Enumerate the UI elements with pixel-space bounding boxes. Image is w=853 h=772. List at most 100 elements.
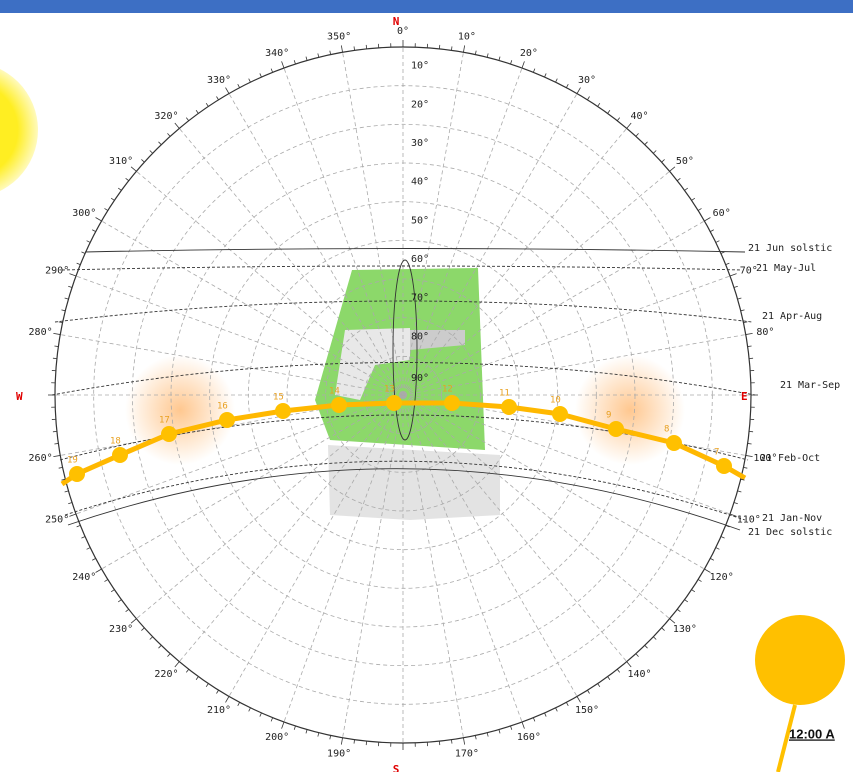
tick (691, 589, 696, 593)
hour-point (161, 426, 177, 442)
tick (353, 46, 355, 51)
date-line-label: 21 May-Jul (756, 263, 816, 274)
azimuth-label: 230° (109, 624, 133, 635)
tick (653, 636, 657, 640)
tick (58, 321, 63, 324)
altitude-label: 70° (411, 293, 429, 304)
tick (125, 608, 130, 613)
tick (704, 217, 711, 222)
tick (597, 683, 601, 688)
tick (110, 589, 115, 593)
tick (167, 653, 171, 657)
tick (216, 96, 219, 101)
tick (81, 251, 86, 254)
azimuth-label: 210° (207, 705, 231, 716)
hour-point (444, 395, 460, 411)
azimuth-label: 250° (45, 514, 69, 525)
tick (54, 443, 59, 445)
tick (340, 45, 343, 53)
sun-ray (776, 704, 797, 772)
azimuth-label: 50° (676, 156, 694, 167)
hour-label: 7 (714, 448, 719, 458)
tick (53, 455, 61, 458)
azimuth-label: 30° (578, 75, 596, 86)
altitude-label: 20° (411, 99, 429, 110)
azimuth-line (402, 394, 578, 697)
azimuth-label: 190° (327, 748, 351, 759)
tick (61, 478, 66, 481)
tick (68, 502, 73, 505)
tick (498, 56, 501, 61)
azimuth-line (402, 334, 746, 396)
tick (676, 608, 681, 613)
tick (451, 46, 453, 51)
tick (248, 78, 251, 83)
hour-point (275, 403, 291, 419)
azimuth-line (228, 394, 404, 697)
azimuth-label: 120° (710, 572, 734, 583)
tick (635, 653, 639, 657)
tick (95, 217, 102, 222)
tick (715, 547, 720, 550)
compass-label: N (393, 15, 400, 28)
azimuth-line (179, 394, 404, 662)
azimuth-line (402, 52, 464, 396)
tick (725, 262, 730, 266)
tick (740, 309, 745, 312)
tick (521, 721, 525, 729)
sun-icon (0, 68, 38, 192)
azimuth-line (228, 93, 404, 396)
hour-point (331, 397, 347, 413)
date-line-label: 21 Feb-Oct (760, 453, 820, 464)
tick (195, 676, 199, 681)
tick (644, 141, 648, 145)
tick (185, 117, 190, 122)
tick (676, 177, 681, 182)
azimuth-label: 170° (455, 748, 479, 759)
hour-label: 9 (606, 411, 611, 421)
tick (69, 513, 77, 517)
hour-label: 19 (67, 456, 78, 466)
azimuth-label: 150° (575, 705, 599, 716)
compass-label: S (393, 763, 400, 772)
azimuth-label: 240° (72, 572, 96, 583)
tick (653, 150, 657, 154)
tick (281, 721, 285, 729)
tick (710, 229, 714, 232)
azimuth-label: 350° (327, 32, 351, 43)
tick (521, 61, 525, 69)
date-line-label: 21 Jan-Nov (762, 513, 822, 524)
azimuth-label: 130° (673, 624, 697, 635)
tick (532, 68, 536, 73)
tick (68, 285, 73, 288)
tick (237, 702, 240, 706)
site-plan (315, 268, 500, 520)
azimuth-line (342, 394, 404, 738)
tick (669, 618, 676, 624)
azimuth-label: 140° (627, 669, 651, 680)
azimuth-label: 280° (29, 327, 53, 338)
tick (587, 689, 590, 694)
tick (54, 345, 59, 347)
tick (710, 558, 714, 561)
azimuth-label: 200° (265, 732, 289, 743)
altitude-label: 10° (411, 61, 429, 72)
tick (644, 645, 648, 649)
tick (510, 725, 513, 730)
altitude-label: 60° (411, 254, 429, 265)
azimuth-line (75, 275, 404, 396)
tick (340, 737, 343, 745)
glow (125, 355, 235, 465)
tick (532, 717, 536, 722)
tick (270, 68, 274, 73)
tick (626, 122, 632, 129)
tick (684, 187, 689, 191)
tick (185, 668, 190, 673)
azimuth-label: 220° (154, 669, 178, 680)
azimuth-line (179, 128, 404, 396)
hour-point (112, 447, 128, 463)
tick (205, 683, 209, 688)
azimuth-line (402, 394, 705, 570)
tick (555, 78, 558, 83)
tick (463, 45, 466, 53)
